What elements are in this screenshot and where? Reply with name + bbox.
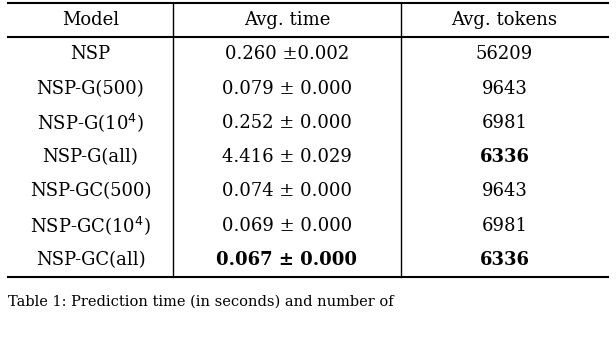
Text: 4.416 ± 0.029: 4.416 ± 0.029 [222,148,352,166]
Text: 0.260 ±0.002: 0.260 ±0.002 [225,45,349,63]
Text: NSP-GC(all): NSP-GC(all) [36,251,145,269]
Text: 0.069 ± 0.000: 0.069 ± 0.000 [222,216,352,235]
Text: 0.074 ± 0.000: 0.074 ± 0.000 [222,182,352,200]
Text: 6981: 6981 [482,216,527,235]
Text: 56209: 56209 [476,45,533,63]
Text: 9643: 9643 [482,182,527,200]
Text: NSP-G(500): NSP-G(500) [36,80,144,97]
Text: Avg. time: Avg. time [244,11,330,29]
Text: Avg. tokens: Avg. tokens [452,11,557,29]
Text: 0.079 ± 0.000: 0.079 ± 0.000 [222,80,352,97]
Text: 0.252 ± 0.000: 0.252 ± 0.000 [222,114,352,132]
Text: 6336: 6336 [479,251,530,269]
Text: 6981: 6981 [482,114,527,132]
Text: 9643: 9643 [482,80,527,97]
Text: 0.067 ± 0.000: 0.067 ± 0.000 [216,251,357,269]
Text: Table 1: Prediction time (in seconds) and number of: Table 1: Prediction time (in seconds) an… [8,295,394,309]
Text: NSP-G(10$^4$): NSP-G(10$^4$) [37,111,144,134]
Text: Model: Model [62,11,119,29]
Text: NSP-GC(500): NSP-GC(500) [30,182,152,200]
Text: NSP: NSP [70,45,110,63]
Text: NSP-GC(10$^4$): NSP-GC(10$^4$) [30,214,151,237]
Text: NSP-G(all): NSP-G(all) [43,148,139,166]
Text: 6336: 6336 [479,148,530,166]
